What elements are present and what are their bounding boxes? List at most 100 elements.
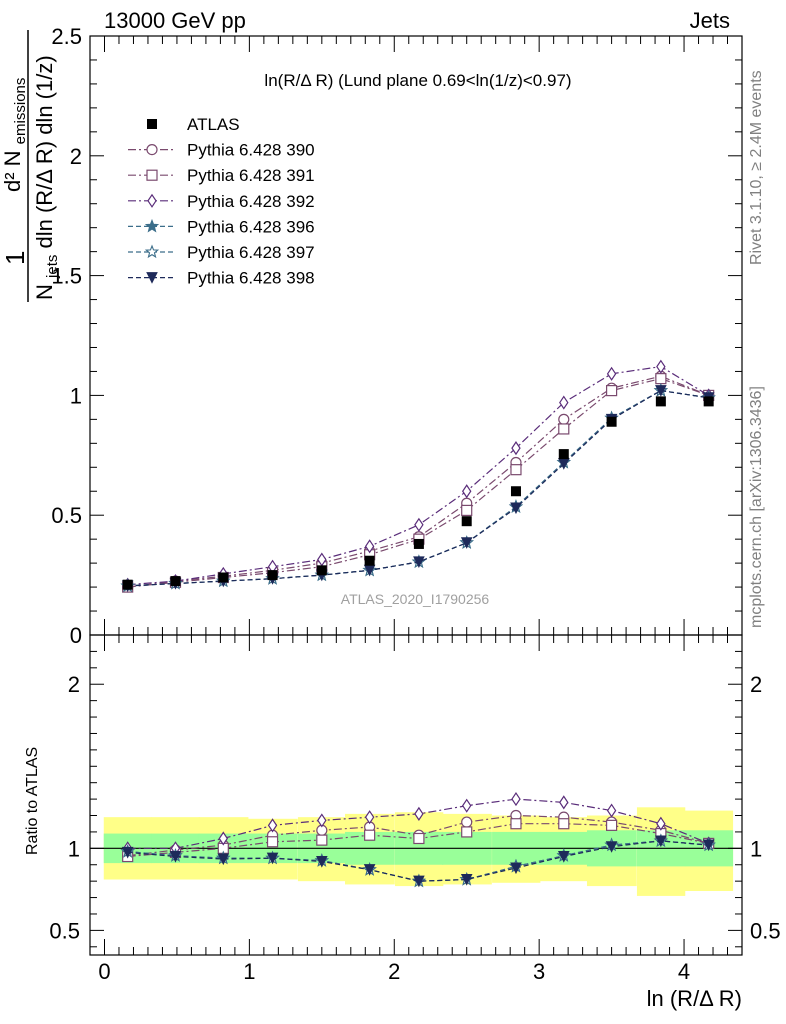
ratio-y-tick-label: 2: [68, 672, 80, 697]
legend-entry-6: Pythia 6.428 398: [128, 269, 315, 288]
ratio-point: [511, 792, 521, 807]
ratio-y-tick-label-right: 0.5: [750, 918, 781, 943]
ratio-point: [169, 851, 182, 863]
ylabel-one: 1: [0, 251, 30, 265]
ratio-point: [217, 853, 230, 866]
x-tick-label: 2: [388, 959, 400, 984]
atlas-point: [558, 449, 569, 460]
atlas-data: [122, 396, 714, 590]
ratio-point: [460, 874, 473, 886]
ratio-y-tick-label-right: 1: [750, 836, 762, 861]
series-line: [127, 365, 710, 586]
legend-label: Pythia 6.428 396: [187, 217, 315, 236]
ratio-point: [363, 864, 376, 876]
main-y-tick-label: 2.5: [51, 24, 82, 49]
x-tick-label: 1: [243, 959, 255, 984]
legend-marker: [146, 169, 158, 181]
legend-entry-1: Pythia 6.428 390: [128, 141, 315, 160]
atlas-point: [364, 555, 375, 566]
ratio-point: [121, 846, 134, 859]
main-y-tick-label: 1.5: [51, 264, 82, 289]
data-point: [364, 539, 375, 554]
x-tick-label: 0: [98, 959, 110, 984]
legend-entry-4: Pythia 6.428 396: [128, 217, 315, 236]
legend-label: Pythia 6.428 390: [187, 141, 315, 160]
main-y-tick-label: 0.5: [51, 503, 82, 528]
atlas-point: [655, 396, 666, 407]
ratio-frame: [89, 634, 743, 956]
main-y-tick-label: 1: [70, 383, 82, 408]
data-point: [558, 413, 570, 425]
ratio-point: [364, 829, 376, 841]
ylabel-numerator: d² N emissions: [0, 78, 29, 192]
ratio-series-6: [121, 835, 715, 888]
legend-label: Pythia 6.428 391: [187, 166, 315, 185]
legend-marker: [144, 218, 160, 233]
atlas-point: [122, 579, 133, 590]
data-point: [510, 502, 522, 515]
ratio-point: [605, 819, 618, 831]
atlas-point: [316, 565, 327, 576]
data-point: [414, 517, 424, 532]
atlas-point: [461, 516, 472, 527]
ratio-point: [655, 835, 667, 848]
ratio-point: [316, 834, 328, 846]
data-point: [413, 556, 425, 569]
atlas-point: [606, 416, 617, 427]
ratio-point: [702, 839, 715, 852]
ratio-point: [317, 813, 327, 828]
main-y-tick-label: 0: [70, 623, 82, 648]
series-line: [127, 375, 709, 588]
main-ylabel: 1 d² N emissions N jets dln (R/Δ R) dln …: [0, 30, 61, 302]
ratio-point: [557, 851, 570, 863]
ratio-y-tick-label-right: 2: [750, 672, 762, 697]
legend-marker: [146, 144, 158, 156]
legend-marker: [146, 272, 158, 284]
legend-marker: [147, 193, 157, 208]
data-point: [656, 359, 666, 374]
ratio-point: [656, 816, 666, 831]
legend-entry-3: Pythia 6.428 392: [128, 192, 315, 211]
plot-title: ln(R/Δ R) (Lund plane 0.69<ln(1/z)<0.97): [264, 71, 571, 90]
series-6: [121, 385, 715, 593]
ratio-point: [558, 818, 570, 830]
ratio-y-ticks: [90, 634, 742, 948]
ratio-point: [413, 875, 425, 888]
ratio-point: [266, 836, 279, 848]
atlas-point: [413, 538, 424, 549]
series-3: [122, 359, 714, 592]
data-point: [605, 385, 618, 397]
main-y-ticks: [90, 35, 742, 636]
x-tick-label: 3: [533, 959, 545, 984]
ratio-point: [559, 795, 569, 810]
ratio-point: [267, 818, 278, 833]
ratio-point: [510, 862, 522, 875]
data-point: [655, 385, 667, 397]
data-point: [510, 464, 522, 476]
ratio-point: [461, 816, 473, 828]
legend-label: Pythia 6.428 398: [187, 269, 315, 288]
data-point: [558, 423, 570, 435]
atlas-point: [267, 570, 278, 581]
legend-entry-2: Pythia 6.428 391: [128, 166, 315, 185]
ratio-point: [461, 826, 473, 838]
atlas-point: [510, 486, 521, 497]
legend-entry-5: Pythia 6.428 397: [128, 243, 315, 262]
ratio-point: [414, 806, 424, 821]
mcplots-label: mcplots.cern.ch [arXiv:1306.3436]: [748, 386, 765, 628]
x-tick-label: 4: [678, 959, 690, 984]
header-left: 13000 GeV pp: [104, 8, 246, 33]
legend-label: Pythia 6.428 392: [187, 192, 315, 211]
ratio-point: [606, 803, 617, 818]
legend-label: Pythia 6.428 397: [187, 243, 315, 262]
legend: ATLAS Pythia 6.428 390 Pythia 6.428 391 Pyt…: [128, 115, 315, 288]
rivet-label: Rivet 3.1.10, ≥ 2.4M events: [748, 70, 765, 265]
legend-label: ATLAS: [187, 115, 240, 134]
data-point: [461, 484, 472, 499]
watermark: ATLAS_2020_I1790256: [341, 591, 490, 607]
data-point: [559, 395, 569, 410]
main-panel: 0 0.5 1 1.5 2 2.5: [51, 24, 743, 648]
ratio-point: [461, 798, 472, 813]
ratio-y-tick-label: 1: [68, 836, 80, 861]
